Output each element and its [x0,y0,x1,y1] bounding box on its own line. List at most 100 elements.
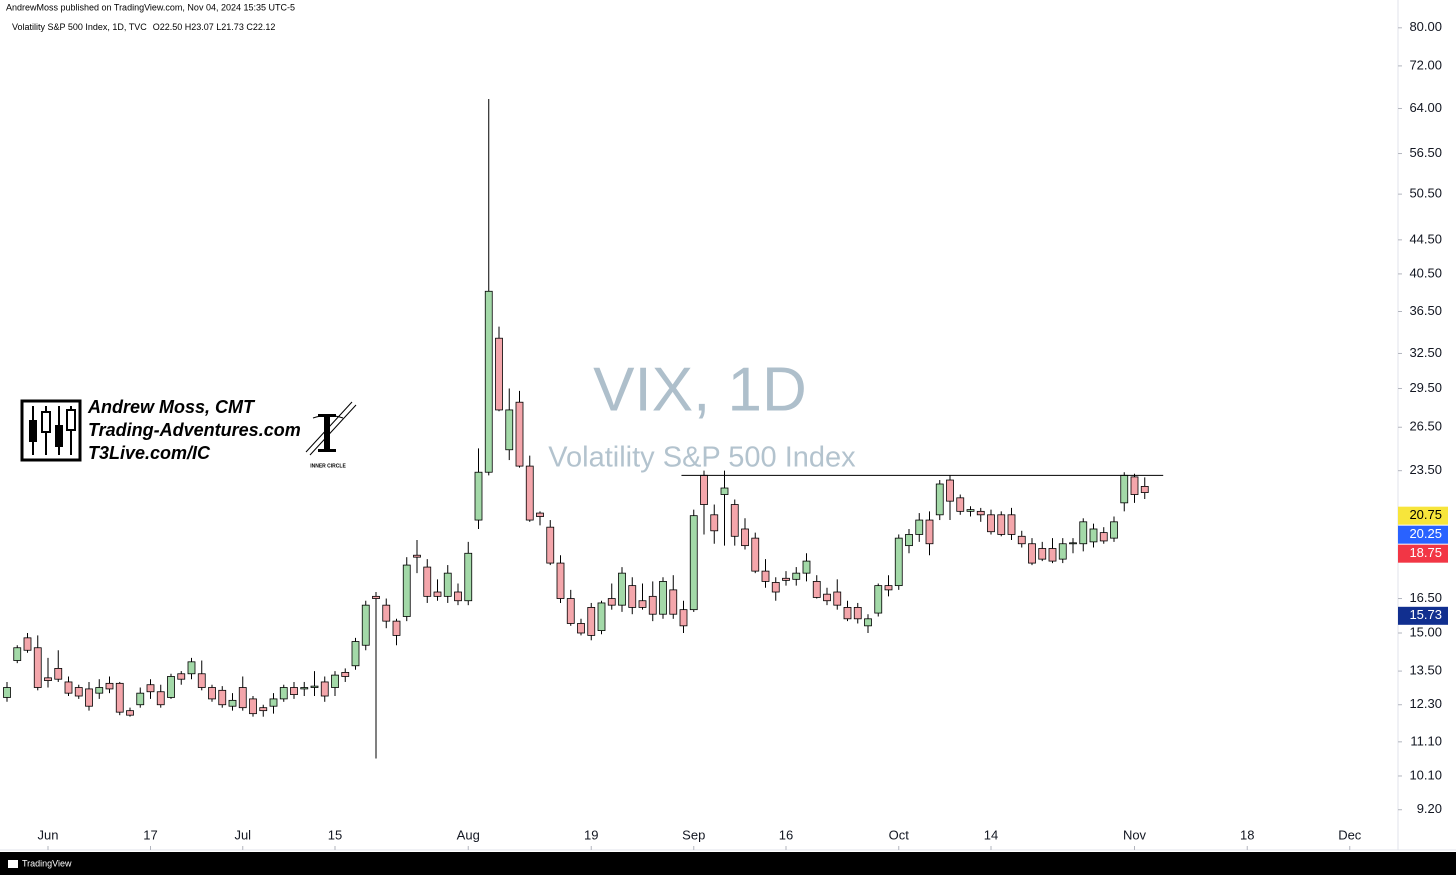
candle-body [95,687,104,694]
candle-body [1140,486,1149,493]
candle-body [44,677,52,681]
candle-body [741,528,749,547]
candle-body [761,570,770,582]
candle-body [515,401,524,467]
y-tick-label: 36.50 [1409,303,1442,318]
candle-body [187,661,196,675]
price-label: 18.75 [1409,545,1442,560]
y-tick-label: 40.50 [1409,265,1442,280]
candle-body [853,607,862,620]
candle-body [33,647,42,688]
candle-body [433,591,442,597]
candle-body [1048,548,1057,562]
y-tick-label: 13.50 [1409,663,1442,678]
candle-body [126,710,134,716]
candle-body [279,687,288,700]
candle-body [546,526,555,564]
candle-body [700,474,708,505]
x-tick-label: Dec [1338,827,1362,842]
candle-body [833,591,842,606]
y-tick-label: 15.00 [1409,624,1442,639]
candle-body [843,607,852,620]
candle-body [720,487,729,495]
candle-body [1099,532,1108,542]
y-tick-label: 44.50 [1409,231,1442,246]
y-tick-label: 50.50 [1409,186,1442,201]
y-tick-label: 10.10 [1409,767,1442,782]
y-tick-label: 80.00 [1409,19,1442,34]
candle-body [823,593,831,602]
candle-body [905,534,913,547]
candle-body [730,504,739,537]
candle-body [587,607,596,636]
candle-body [751,537,760,572]
candle-body [669,589,678,615]
candle-body [618,572,626,606]
candle-body [320,681,329,697]
candle-body [1110,521,1118,539]
candle-body [556,562,565,599]
candle-body [710,514,719,532]
candle-body [392,620,401,636]
y-tick-label: 72.00 [1409,57,1442,72]
y-tick-label: 23.50 [1409,462,1442,477]
candle-body [894,537,903,587]
candle-body [1120,474,1129,504]
candle-body [331,674,339,688]
brand-line: Trading-Adventures.com [88,420,301,440]
x-tick-label: 15 [328,827,342,842]
candle-body [782,577,790,581]
price-label-box [1398,525,1448,544]
x-tick-label: 14 [984,827,998,842]
candle-body [156,691,165,706]
candle-body [269,698,278,707]
candle-body [915,519,924,535]
candle-body [484,290,493,473]
x-tick-label: Aug [457,827,480,842]
candle-body [54,668,63,680]
candle-body [238,687,247,709]
y-tick-label: 32.50 [1409,345,1442,360]
candles [3,99,1149,759]
ohlc: O22.50 H23.07 L21.73 C22.12 [153,22,276,32]
candle-body [85,688,93,707]
candle-body [925,519,934,545]
candle-body [454,591,462,602]
candle-body [966,509,975,512]
badge: INNER CIRCLE [310,463,346,469]
price-label: 20.75 [1409,507,1442,522]
x-tick-label: Nov [1123,827,1147,842]
y-tick-label: 29.50 [1409,380,1442,395]
candle-body [874,585,883,614]
x-tick-label: 18 [1240,827,1254,842]
watermark-title: VIX, 1D [593,355,807,424]
candle-body [351,641,360,667]
candle-body [648,595,657,615]
brand-line: Andrew Moss, CMT [87,397,256,417]
candle-body [218,689,227,706]
candle-body [382,604,391,622]
x-tick-label: Sep [682,827,705,842]
candle-body [167,676,175,698]
candle-body [74,687,83,697]
x-tick-label: Jun [38,827,59,842]
y-tick-label: 26.50 [1409,419,1442,434]
candle-body [64,681,73,694]
candle-body [997,514,1006,535]
candle-body [812,581,821,598]
y-tick-label: 16.50 [1409,590,1442,605]
candle-body [177,673,186,680]
candle-body [146,684,155,693]
price-label: 20.25 [1409,526,1442,541]
footer-logo [8,860,18,868]
candle-body [956,497,965,512]
price-label-box [1398,606,1448,625]
candle-body [884,585,893,591]
candle-body [3,687,11,698]
candle-body [208,687,216,700]
candle-body [566,598,575,624]
candle-body [771,582,780,593]
candle-body [1017,535,1026,545]
price-label-box [1398,544,1448,563]
